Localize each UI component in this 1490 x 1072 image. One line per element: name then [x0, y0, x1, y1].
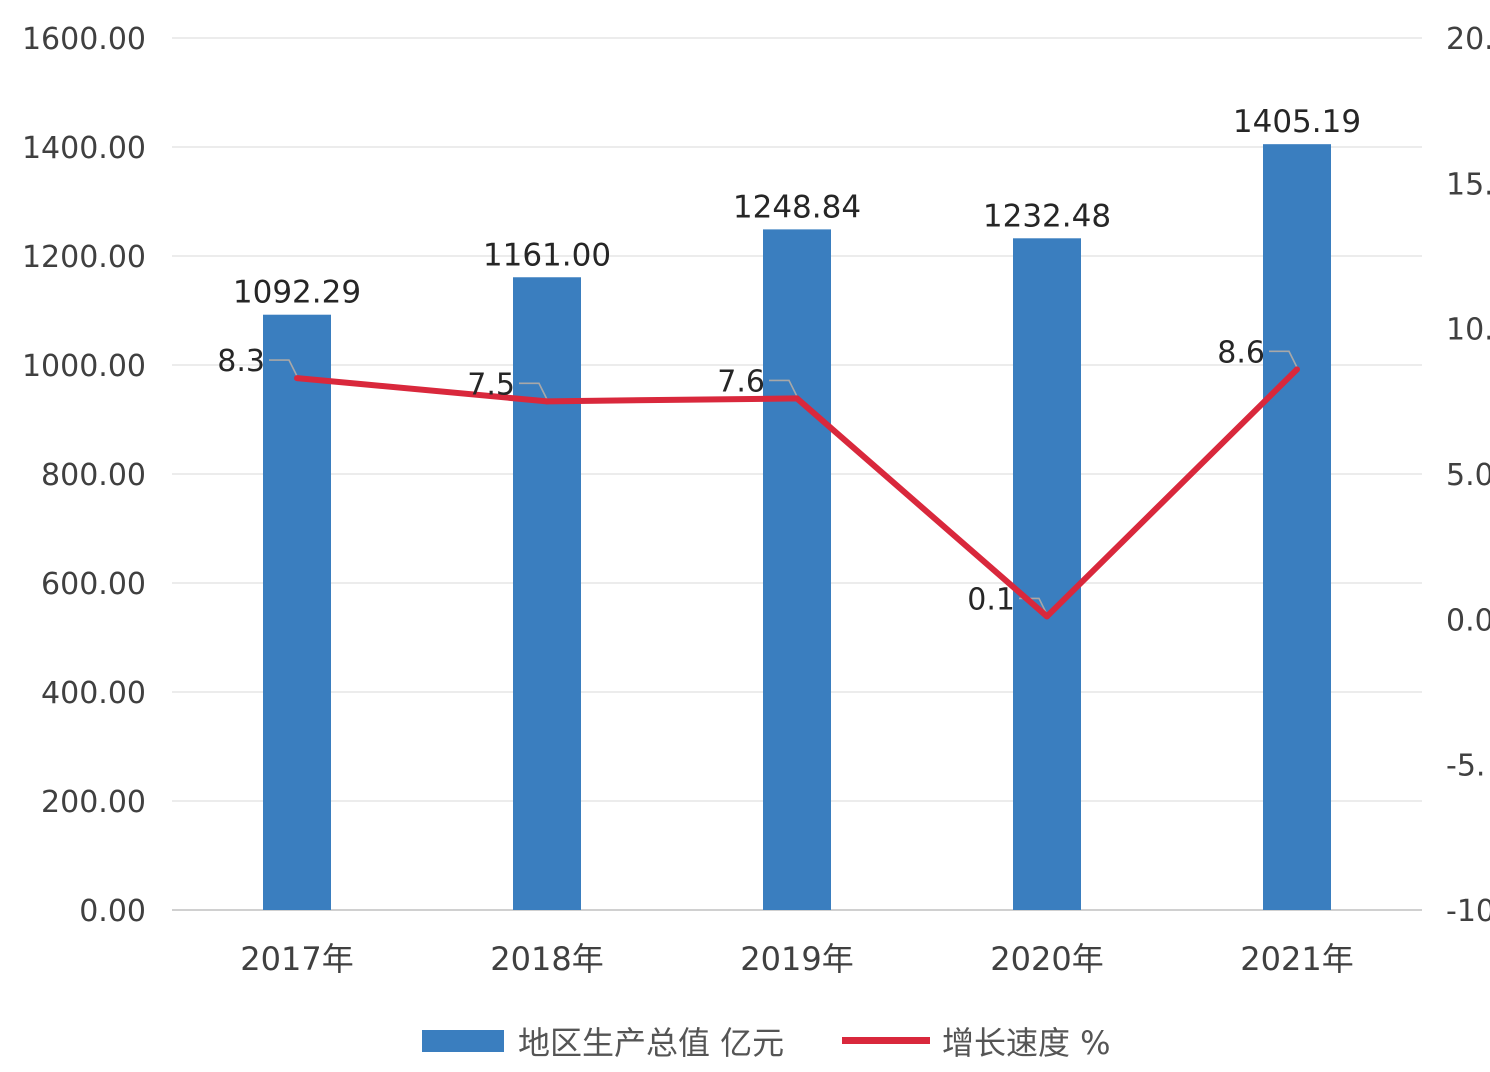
line-point	[294, 375, 300, 382]
bar	[763, 229, 831, 910]
right-tick-label: -5.	[1446, 749, 1485, 784]
bar	[1263, 144, 1331, 910]
bar-value-label: 1092.29	[233, 275, 361, 311]
legend-swatch-bar	[422, 1030, 504, 1052]
bar-value-label: 1248.84	[733, 189, 861, 225]
line-value-label: 8.3	[217, 344, 265, 379]
x-tick-label: 2017年	[240, 940, 353, 978]
x-tick-label: 2020年	[990, 940, 1103, 978]
left-tick-label: 800.00	[41, 458, 146, 493]
left-tick-label: 600.00	[41, 567, 146, 602]
bar-value-label: 1405.19	[1233, 104, 1361, 140]
left-tick-label: 1200.00	[22, 240, 146, 275]
right-tick-label: 15.	[1446, 167, 1490, 202]
left-y-axis: 0.00 200.00 400.00 600.00 800.00 1000.00 1200.…	[22, 22, 146, 929]
left-tick-label: 200.00	[41, 785, 146, 820]
right-tick-label: 20.	[1446, 22, 1490, 57]
left-tick-label: 1000.00	[22, 349, 146, 384]
bar	[1013, 238, 1081, 910]
legend-label-bar: 地区生产总值 亿元	[518, 1024, 784, 1062]
line-point	[794, 395, 800, 402]
x-tick-label: 2019年	[740, 940, 853, 978]
x-tick-label: 2018年	[490, 940, 603, 978]
bar-data-labels: 1092.29 1161.00 1248.84 1232.48 1405.19	[233, 104, 1361, 311]
line-value-label: 7.6	[717, 364, 765, 399]
line-data-labels: 8.3 7.5 7.6 0.1 8.6	[217, 335, 1265, 617]
left-tick-label: 0.00	[79, 894, 146, 929]
legend: 地区生产总值 亿元 增长速度 %	[422, 1024, 1111, 1062]
line-value-label: 7.5	[467, 367, 515, 402]
right-tick-label: 5.0	[1446, 458, 1490, 493]
x-axis: 2017年 2018年 2019年 2020年 2021年	[240, 940, 1353, 978]
bar-series	[263, 144, 1331, 911]
bar	[263, 314, 331, 911]
bar	[513, 277, 581, 910]
line-series	[294, 366, 1300, 620]
line-point	[1294, 366, 1300, 373]
leader-line	[519, 382, 548, 400]
right-tick-label: 0.0	[1446, 603, 1490, 638]
right-y-axis: -10 -5. 0.0 5.0 10. 15. 20.	[1446, 22, 1490, 929]
leader-line	[769, 379, 798, 397]
right-tick-label: 10.	[1446, 313, 1490, 348]
line-value-label: 0.1	[967, 582, 1015, 617]
left-tick-label: 1600.00	[22, 22, 146, 57]
bar-value-label: 1161.00	[483, 237, 611, 273]
line-value-label: 8.6	[1217, 335, 1265, 370]
line-point	[1044, 613, 1050, 620]
leader-line	[1269, 350, 1298, 368]
legend-swatch-line	[842, 1037, 930, 1044]
bar-value-label: 1232.48	[983, 198, 1111, 234]
left-tick-label: 400.00	[41, 676, 146, 711]
legend-label-line: 增长速度 %	[942, 1024, 1111, 1062]
right-tick-label: -10	[1446, 894, 1490, 929]
line-point	[544, 398, 550, 405]
left-tick-label: 1400.00	[22, 131, 146, 166]
leader-line	[269, 359, 298, 377]
x-tick-label: 2021年	[1240, 940, 1353, 978]
